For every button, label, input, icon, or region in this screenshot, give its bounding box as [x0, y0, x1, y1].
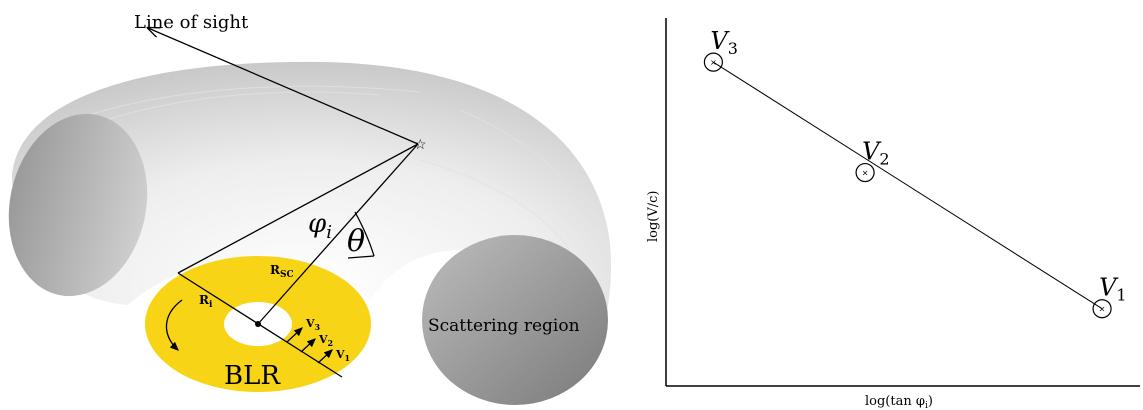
point-label-v2: V2	[862, 138, 890, 169]
r-i-label: Ri	[199, 293, 213, 310]
trend-line	[713, 61, 1103, 310]
point-marker-v1	[1092, 299, 1112, 319]
torus-body	[12, 61, 612, 361]
y-axis-label: log(V/c)	[646, 191, 661, 243]
point-marker-v3	[703, 52, 724, 72]
point-label-v3: V3	[710, 27, 738, 58]
theta-arc	[354, 211, 375, 257]
v3-arrow	[286, 327, 303, 343]
v2-arrow	[300, 338, 316, 353]
point-cross-v2: ×	[862, 169, 869, 178]
r-sc-label: RSC	[270, 263, 294, 280]
line-of-sight-label: Line of sight	[134, 12, 249, 33]
torus-diagram: ☆ Line of sight φi θ RSC Ri V3 V2 V1 BLR…	[8, 12, 612, 405]
v1-label: V1	[335, 348, 350, 363]
velocity-arrows	[286, 327, 333, 364]
line-of-sight-line	[148, 28, 419, 145]
point-marker-v2	[855, 162, 875, 183]
point-cross-v1: ×	[1099, 305, 1106, 314]
v1-arrow	[317, 349, 333, 364]
scattering-region-label: Scattering region	[428, 316, 580, 336]
blr-label: BLR	[224, 361, 281, 391]
geometry-lines	[148, 28, 419, 378]
observer-star-icon: ☆	[414, 137, 427, 153]
theta-label: θ	[347, 224, 365, 259]
theta-edge	[347, 255, 375, 259]
chart-points: ×V3×V2×V1	[703, 27, 1127, 319]
torus-right-face	[422, 235, 608, 405]
rotation-arrow	[165, 299, 183, 351]
velocity-chart: ×V3×V2×V1 log(tan φi) log(V/c)	[646, 18, 1140, 410]
v2-label: V2	[318, 333, 333, 348]
phi-line	[177, 143, 419, 274]
point-label-v1: V1	[1099, 274, 1127, 305]
r-i-line	[177, 272, 343, 378]
r-sc-line	[257, 143, 419, 325]
torus-left-opening	[8, 113, 148, 297]
point-cross-v3: ×	[710, 58, 717, 67]
x-axis-label: log(tan φi)	[865, 394, 933, 410]
phi-label: φi	[308, 209, 332, 243]
v3-label: V3	[305, 317, 321, 332]
